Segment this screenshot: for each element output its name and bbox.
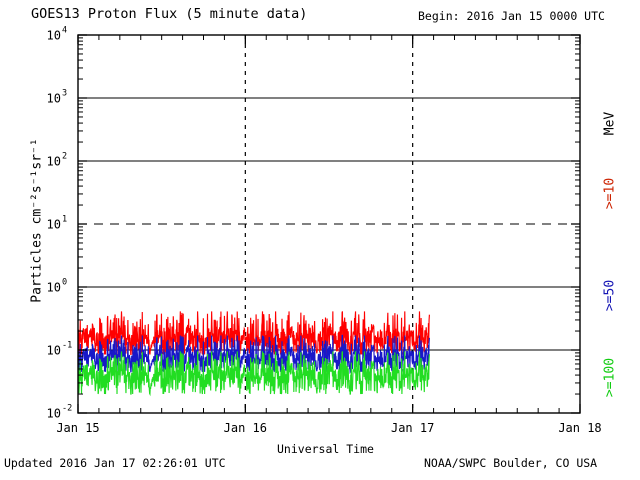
- y-tick-label: 10: [47, 218, 61, 232]
- y-tick-label: 10: [47, 281, 61, 295]
- y-tick-label: 10: [47, 29, 61, 43]
- y-tick-label: 10: [47, 407, 61, 421]
- y-tick-exponent: 4: [62, 26, 67, 36]
- y-tick-label: 10: [47, 344, 61, 358]
- legend-item-ge100: >=100: [602, 357, 618, 398]
- y-tick-label: 10: [47, 155, 61, 169]
- x-tick-label: Jan 18: [558, 421, 601, 435]
- y-tick-exponent: 2: [62, 152, 67, 162]
- footer-source-label: NOAA/SWPC Boulder, CO USA: [424, 456, 598, 470]
- y-tick-exponent: 0: [62, 278, 67, 288]
- x-tick-label: Jan 16: [224, 421, 267, 435]
- x-tick-label: Jan 15: [56, 421, 99, 435]
- x-tick-label: Jan 17: [391, 421, 434, 435]
- y-tick-exponent: -1: [62, 341, 72, 351]
- x-axis-title: Universal Time: [277, 442, 374, 456]
- begin-time-label: Begin: 2016 Jan 15 0000 UTC: [418, 9, 605, 23]
- flux-trace--100-mev: [77, 351, 430, 397]
- y-tick-exponent: -2: [62, 404, 72, 414]
- flux-series-layer: [77, 311, 430, 397]
- x-axis-ticks: Jan 15 Jan 16 Jan 17 Jan 18: [56, 35, 602, 435]
- y-tick-label: 10: [47, 92, 61, 106]
- y-tick-exponent: 1: [62, 215, 67, 225]
- y-tick-exponent: 3: [62, 89, 67, 99]
- page-title: GOES13 Proton Flux (5 minute data): [31, 6, 308, 22]
- gridlines-layer: [78, 35, 580, 413]
- footer-updated-timestamp: Updated 2016 Jan 17 02:26:01 UTC: [4, 456, 226, 470]
